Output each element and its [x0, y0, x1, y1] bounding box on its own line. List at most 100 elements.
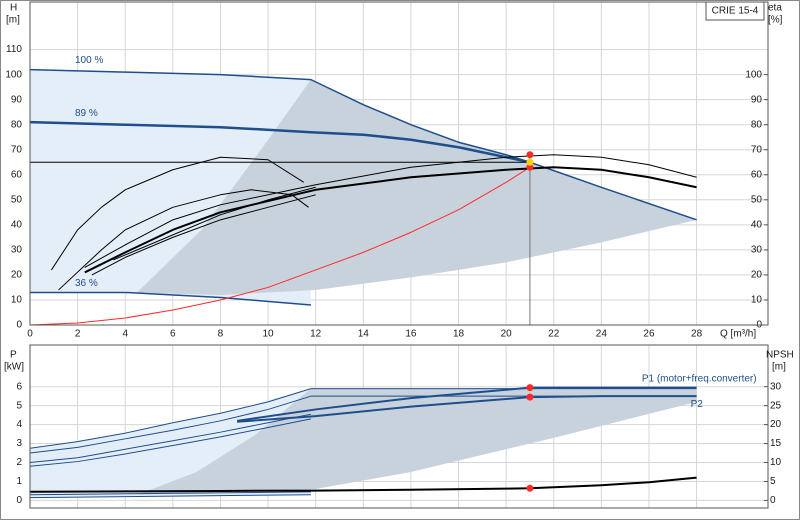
y-tick-label: 110: [6, 44, 22, 55]
x-tick-label: 0: [27, 329, 33, 340]
curve: [29, 494, 311, 499]
y-tick-label: 70: [11, 144, 23, 155]
y-axis-unit: [kW]: [4, 362, 24, 373]
y-tick-label: 30: [11, 245, 23, 256]
y2-tick-label: 0: [770, 495, 776, 506]
y-tick-label: 4: [16, 419, 22, 430]
series-label: P2: [691, 399, 704, 410]
curve: [84, 166, 697, 274]
curve: [29, 413, 312, 464]
y-tick-label: 0: [16, 320, 22, 331]
y2-tick-label: 25: [770, 400, 782, 411]
curves: [29, 68, 697, 499]
curve: [29, 166, 531, 326]
curve: [113, 186, 316, 261]
chart-title: CRIE 15-4: [712, 6, 759, 17]
y-tick-label: 60: [11, 169, 23, 180]
x-tick-label: 10: [263, 329, 275, 340]
plot-frame: [29, 1, 769, 326]
y-tick-label: 3: [16, 438, 22, 449]
labels: 0 2 4 6 8 10 12 14 16 18 20 22 24 26 28010203040506070…: [5, 44, 781, 506]
point: [526, 151, 534, 159]
x-tick-label: 16: [405, 329, 417, 340]
y2-tick-label: 15: [770, 438, 782, 449]
point: [526, 484, 534, 492]
curve: [29, 120, 531, 164]
plot-layer: 0 2 4 6 8 10 12 14 16 18 20 22 24 26 28010203040506070…: [5, 2, 782, 508]
y2-tick-label: 20: [770, 419, 782, 430]
point: [526, 393, 534, 401]
curve: [91, 194, 316, 276]
y-axis-label: P: [10, 350, 17, 361]
y2-tick-label: 10: [751, 295, 763, 306]
y-tick-label: 1: [16, 476, 22, 487]
y2-tick-label: 30: [770, 381, 782, 392]
region: [137, 388, 697, 495]
x-tick-label: 14: [358, 329, 370, 340]
point: [526, 158, 534, 166]
y-tick-label: 10: [11, 295, 23, 306]
curve: [29, 388, 697, 449]
curve: [29, 68, 697, 221]
y2-tick-label: 70: [751, 144, 763, 155]
x-tick-label: 26: [643, 329, 655, 340]
y2-axis-label: eta: [768, 3, 782, 14]
y-tick-label: 80: [11, 119, 23, 130]
y-axis-label: H: [10, 3, 17, 14]
y2-tick-label: 90: [751, 94, 763, 105]
curve: [58, 189, 309, 291]
y2-tick-label: 100: [745, 69, 762, 80]
curve: [30, 291, 311, 306]
y2-tick-label: 20: [751, 270, 763, 281]
y2-axis-unit: [%]: [768, 15, 783, 26]
y-axis-unit: [m]: [6, 15, 20, 26]
curve: [29, 418, 312, 467]
curve: [29, 476, 697, 493]
y2-axis-label: NPSH: [766, 350, 794, 361]
y2-tick-label: 40: [751, 219, 763, 230]
y2-tick-label: 50: [751, 194, 763, 205]
series-label: 36 %: [75, 278, 98, 289]
curve: [29, 395, 697, 454]
x-tick-label: 18: [453, 329, 465, 340]
x-tick-label: 12: [310, 329, 322, 340]
y-tick-label: 5: [16, 400, 22, 411]
x-tick-label: 6: [170, 329, 176, 340]
x-tick-label: 22: [548, 329, 560, 340]
x-tick-label: 2: [75, 329, 81, 340]
point: [526, 163, 534, 171]
y-tick-label: 90: [11, 94, 23, 105]
curve: [29, 491, 311, 496]
y-tick-label: 50: [11, 194, 23, 205]
curve: [237, 395, 697, 423]
region: [137, 79, 697, 295]
curve: [236, 386, 697, 422]
series-label: 100 %: [75, 55, 103, 66]
x-tick-label: 20: [501, 329, 513, 340]
x-tick-label: 24: [596, 329, 608, 340]
y2-tick-label: 10: [770, 457, 782, 468]
y2-axis-unit: [m]: [772, 362, 786, 373]
y-tick-label: 40: [11, 219, 23, 230]
curve: [84, 154, 697, 268]
y-tick-label: 100: [5, 69, 22, 80]
y2-tick-label: 5: [770, 476, 776, 487]
point: [526, 384, 534, 392]
curve: [51, 156, 305, 271]
y-tick-label: 20: [11, 270, 23, 281]
y2-tick-label: 60: [751, 169, 763, 180]
y-tick-label: 0: [16, 495, 22, 506]
y2-tick-label: 80: [751, 119, 763, 130]
x-axis-label: Q [m³/h]: [720, 329, 756, 340]
y2-tick-label: 30: [751, 245, 763, 256]
series-label: P1 (motor+freq.converter): [642, 373, 757, 384]
title-box: [705, 1, 765, 21]
y-tick-label: 2: [16, 457, 22, 468]
plot-frame: [29, 344, 769, 509]
x-tick-label: 8: [218, 329, 224, 340]
points: [526, 151, 534, 492]
x-tick-label: 4: [122, 329, 128, 340]
series-label: 89 %: [75, 108, 98, 119]
